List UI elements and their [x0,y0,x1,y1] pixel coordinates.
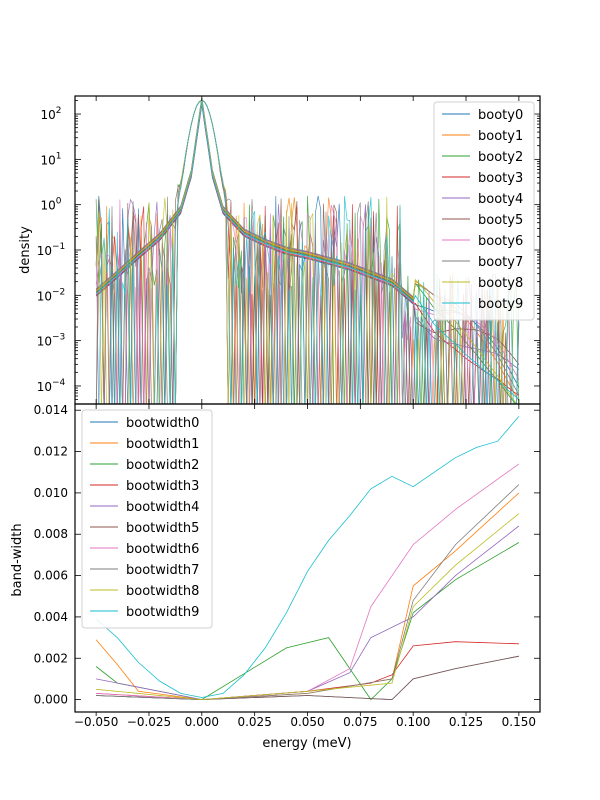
bandwidth-y-tick-label: 0.000 [34,693,68,707]
bandwidth-legend-label: bootwidth3 [126,479,199,494]
x-tick-label: 0.000 [185,715,219,729]
density-legend-label: booty5 [478,213,523,228]
x-axis-label: energy (meV) [262,736,351,751]
density-legend-label: booty1 [478,129,523,144]
bandwidth-y-label: band-width [10,523,25,596]
bandwidth-legend-label: bootwidth2 [126,458,199,473]
density-y-tick-exponent: 1 [56,151,62,161]
density-y-tick-exponent: −2 [52,287,65,297]
x-tick-label: 0.075 [343,715,377,729]
bandwidth-y-tick-label: 0.004 [34,610,68,624]
x-tick-label: 0.025 [237,715,271,729]
bandwidth-line-bootwidth8 [96,513,520,701]
bandwidth-y-tick-label: 0.002 [34,651,68,665]
density-legend: booty0 booty1 booty2 booty3 booty4 booty5 boot… [433,101,535,321]
bandwidth-legend-label: bootwidth9 [126,605,199,620]
density-legend-label: booty3 [478,171,523,186]
density-legend-label: booty6 [478,234,523,249]
bandwidth-legend-label: bootwidth5 [126,521,199,536]
bandwidth-legend: bootwidth0 bootwidth1 bootwidth2 bootwidth3… [81,409,213,629]
density-x-ticks [95,96,520,404]
bandwidth-legend-label: bootwidth4 [126,500,199,515]
density-smooth-booty9 [95,101,520,400]
x-tick-label: −0.050 [74,715,118,729]
bandwidth-panel: 0.000 0.002 0.004 0.006 0.008 0.010 0.012 0.014… [10,403,541,751]
density-y-tick-exponent: −1 [52,242,65,252]
density-smooth-booty3 [95,103,520,396]
bandwidth-y-tick-label: 0.012 [34,445,68,459]
density-legend-label: booty9 [478,297,523,312]
bandwidth-legend-label: bootwidth6 [126,542,199,557]
density-trace-booty8 [95,99,514,404]
density-y-tick-exponent: −3 [52,333,65,343]
bandwidth-legend-label: bootwidth8 [126,584,199,599]
density-y-label: density [18,226,33,274]
density-legend-label: booty0 [478,108,523,123]
density-y-tick-exponent: −4 [52,378,66,388]
bandwidth-line-bootwidth9 [95,416,520,698]
bandwidth-legend-label: bootwidth7 [126,563,199,578]
bandwidth-y-tick-label: 0.008 [34,527,68,541]
bandwidth-legend-label: bootwidth0 [126,416,199,431]
density-smooth-booty5 [95,100,520,365]
bandwidth-axes-frame [74,403,541,713]
bandwidth-y-tick-label: 0.014 [34,403,68,417]
bandwidth-x-ticks: −0.050 −0.025 0.000 0.025 0.050 0.075 0.100 0.1… [74,404,536,729]
bandwidth-y-ticks: 0.000 0.002 0.004 0.006 0.008 0.010 0.012 0.014 [34,403,540,707]
density-legend-label: booty8 [478,276,523,291]
density-legend-label: booty4 [478,192,523,207]
bandwidth-y-tick-label: 0.006 [34,569,68,583]
density-y-tick-exponent: 0 [56,197,62,207]
density-legend-label: booty7 [478,255,523,270]
x-tick-label: 0.050 [290,715,324,729]
density-legend-label: booty2 [478,150,523,165]
bandwidth-y-tick-label: 0.010 [34,486,68,500]
x-tick-label: 0.100 [396,715,430,729]
density-y-tick-exponent: 2 [56,106,62,116]
x-tick-label: 0.125 [449,715,483,729]
x-tick-label: 0.150 [502,715,536,729]
bandwidth-legend-label: bootwidth1 [126,437,199,452]
density-smooth-booty2 [95,101,517,404]
x-tick-label: −0.025 [127,715,171,729]
density-trace-booty7 [96,99,520,404]
bandwidth-lines [95,416,520,701]
density-trace-booty9 [98,99,520,404]
